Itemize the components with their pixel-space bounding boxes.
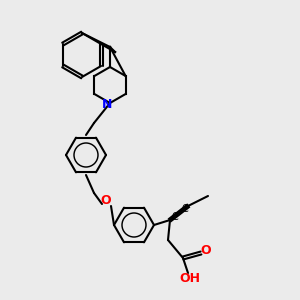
Text: OH: OH: [179, 272, 200, 284]
Text: N: N: [102, 98, 112, 110]
Text: O: O: [201, 244, 211, 257]
Text: O: O: [101, 194, 111, 208]
Text: C: C: [182, 204, 188, 214]
Text: C: C: [172, 212, 178, 222]
